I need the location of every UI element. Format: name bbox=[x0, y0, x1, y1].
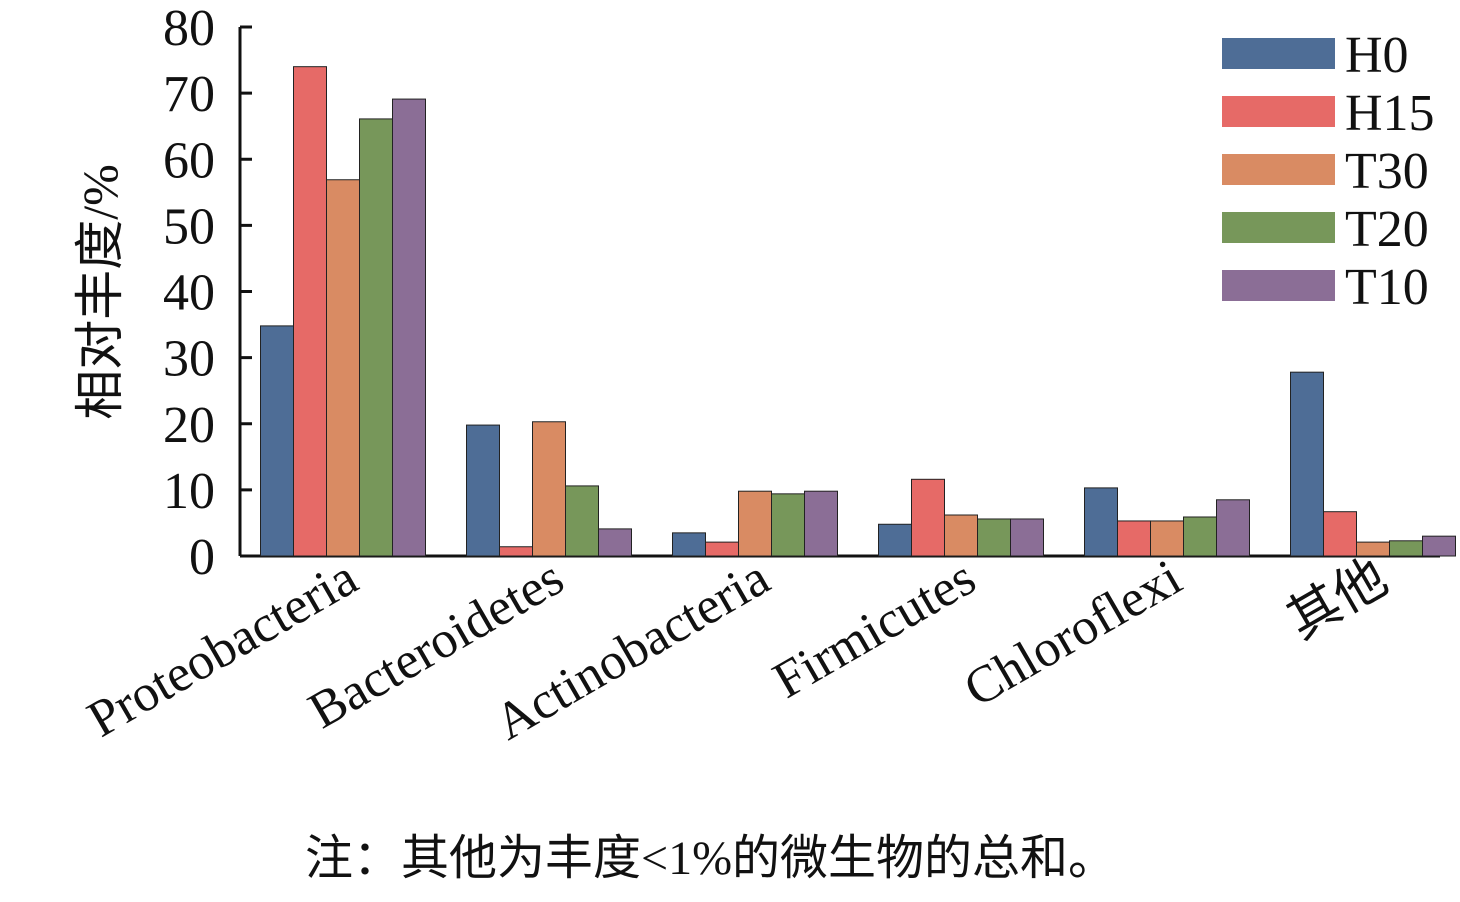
bar-t10 bbox=[1422, 535, 1456, 557]
bar-t20 bbox=[565, 485, 599, 557]
bar-t10 bbox=[1216, 499, 1250, 557]
bar-h0 bbox=[672, 532, 706, 557]
bar-h0 bbox=[878, 523, 912, 557]
bar-t20 bbox=[977, 518, 1011, 557]
bar-t20 bbox=[771, 493, 805, 557]
bar-t10 bbox=[598, 528, 632, 557]
bar-t20 bbox=[359, 118, 393, 557]
legend-label: T10 bbox=[1345, 259, 1429, 316]
legend-label: T30 bbox=[1345, 143, 1429, 200]
legend-swatch-t20 bbox=[1222, 212, 1335, 243]
bar-h0 bbox=[466, 424, 500, 557]
bar-t10 bbox=[804, 490, 838, 557]
legend-swatch-t30 bbox=[1222, 154, 1335, 185]
bar-t30 bbox=[326, 179, 360, 557]
y-tick-label: 80 bbox=[163, 0, 215, 57]
y-tick-label: 70 bbox=[163, 66, 215, 123]
x-tick-label: Firmicutes bbox=[764, 549, 985, 710]
bar-h15 bbox=[911, 478, 945, 557]
bar-t30 bbox=[532, 421, 566, 557]
x-tick-label: Chloroflexi bbox=[955, 549, 1191, 718]
bar-h15 bbox=[1117, 520, 1151, 557]
y-tick-label: 60 bbox=[163, 132, 215, 189]
bar-h0 bbox=[1084, 487, 1118, 557]
legend-swatch-h0 bbox=[1222, 38, 1335, 69]
bar-h15 bbox=[1323, 511, 1357, 557]
legend-label: H15 bbox=[1345, 85, 1435, 142]
bar-h15 bbox=[499, 546, 533, 557]
y-tick-label: 40 bbox=[163, 265, 215, 322]
bar-h15 bbox=[705, 541, 739, 557]
bar-t30 bbox=[1150, 520, 1184, 557]
bar-t10 bbox=[392, 98, 426, 557]
y-tick-label: 20 bbox=[163, 397, 215, 454]
bar-h0 bbox=[1290, 371, 1324, 557]
bar-t30 bbox=[944, 514, 978, 557]
y-tick-label: 50 bbox=[163, 198, 215, 255]
bar-h15 bbox=[293, 66, 327, 557]
legend-label: H0 bbox=[1345, 27, 1409, 84]
y-axis-label: 相对丰度/% bbox=[72, 164, 128, 420]
y-tick-label: 0 bbox=[189, 529, 215, 586]
bar-t20 bbox=[1389, 540, 1423, 557]
bar-t30 bbox=[738, 490, 772, 557]
legend-label: T20 bbox=[1345, 201, 1429, 258]
y-tick-label: 30 bbox=[163, 331, 215, 388]
bar-t10 bbox=[1010, 518, 1044, 557]
legend-swatch-t10 bbox=[1222, 270, 1335, 301]
bar-t20 bbox=[1183, 516, 1217, 557]
bar-h0 bbox=[260, 325, 294, 557]
chart-note: 注：其他为丰度<1%的微生物的总和。 bbox=[305, 832, 1117, 885]
x-tick-label: 其他 bbox=[1278, 549, 1397, 650]
legend-swatch-h15 bbox=[1222, 96, 1335, 127]
y-tick-label: 10 bbox=[163, 463, 215, 520]
